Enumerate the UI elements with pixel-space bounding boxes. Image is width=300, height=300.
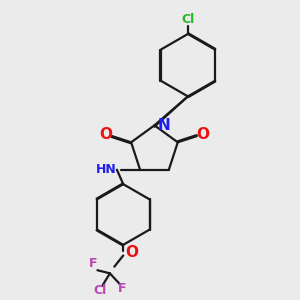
Text: O: O [99,127,112,142]
Text: F: F [118,282,127,296]
Text: Cl: Cl [181,13,194,26]
Text: O: O [125,245,138,260]
Text: Cl: Cl [94,284,107,297]
Text: O: O [197,127,210,142]
Text: F: F [89,257,97,270]
Text: HN: HN [96,163,117,176]
Text: N: N [158,118,171,133]
